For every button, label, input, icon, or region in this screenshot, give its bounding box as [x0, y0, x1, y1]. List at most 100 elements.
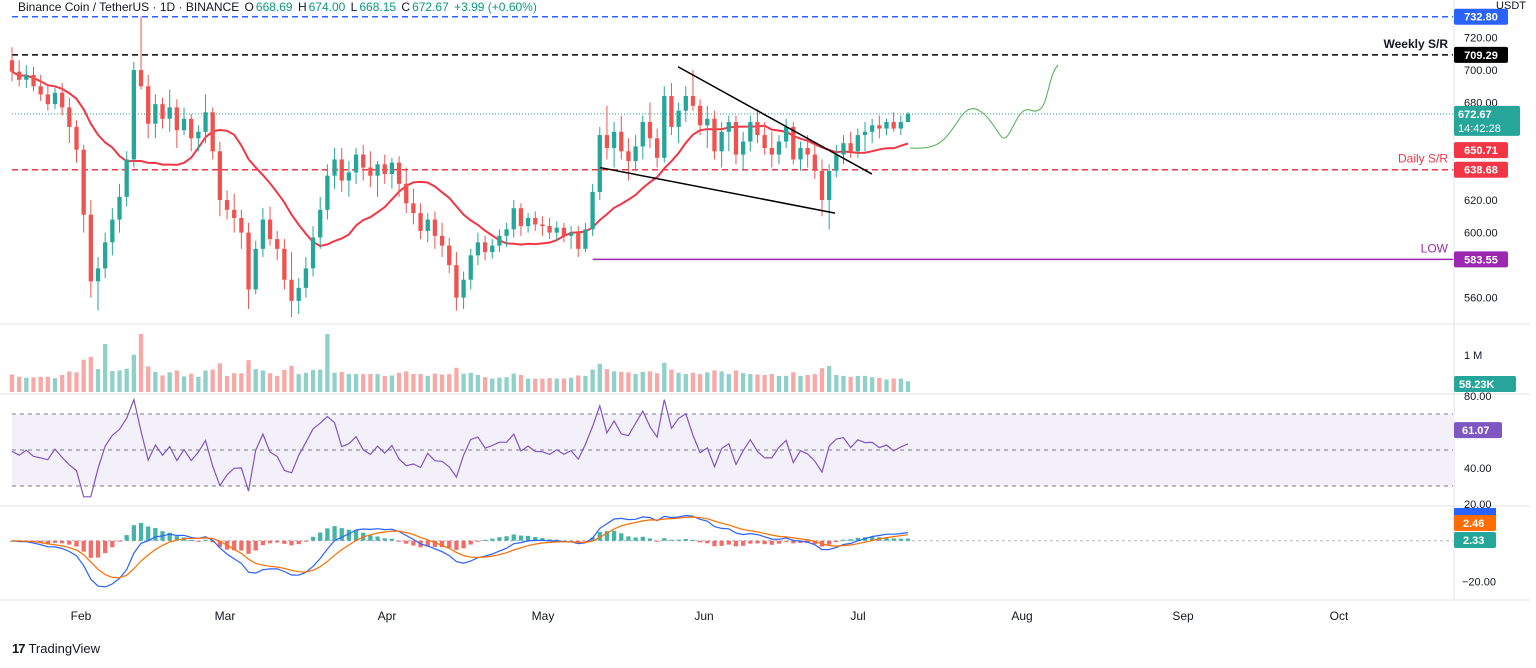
macd-top-marker	[1454, 508, 1496, 516]
macd-histogram-bar	[267, 540, 273, 544]
volume-bar	[877, 377, 882, 392]
volume-bar	[174, 370, 180, 392]
low-label: L	[350, 0, 358, 14]
time-axis-label: Apr	[378, 609, 397, 623]
volume-bar	[325, 334, 330, 392]
macd-histogram-bar	[389, 538, 395, 541]
ma-value-tag: 650.71	[1464, 145, 1498, 157]
macd-histogram-bar	[611, 530, 617, 541]
volume-bar	[762, 375, 767, 392]
low-label: LOW	[1421, 241, 1449, 255]
volume-bar	[855, 375, 860, 392]
candle-body	[511, 208, 516, 230]
volume-bar	[9, 374, 15, 392]
candle-body	[597, 135, 602, 192]
wedge-lower-trendline	[599, 166, 836, 214]
chart-header: Binance Coin / TetherUS · 1D · BINANCE O…	[18, 0, 539, 14]
candle-body	[633, 146, 638, 162]
candle-body	[31, 74, 36, 87]
volume-bar	[726, 374, 731, 392]
candle-body	[232, 209, 237, 218]
volume-bar	[425, 375, 430, 392]
volume-bar	[604, 369, 610, 392]
volume-bar	[411, 374, 416, 392]
macd-histogram-bar	[60, 540, 65, 544]
candle-body	[382, 164, 387, 175]
volume-bar	[554, 378, 559, 392]
macd-histogram-bar	[396, 540, 402, 542]
candle-body	[138, 70, 144, 87]
volume-bar	[905, 381, 911, 392]
time-axis-label: Mar	[215, 609, 236, 623]
volume-bar	[146, 366, 151, 392]
volume-bar	[690, 372, 696, 392]
volume-bar	[733, 370, 739, 392]
macd-histogram-bar	[110, 540, 115, 548]
volume-bar	[353, 374, 359, 392]
macd-histogram-bar	[525, 535, 531, 541]
rsi-tag-bg	[1454, 422, 1502, 439]
macd-histogram-bar	[733, 540, 739, 547]
macd-histogram-bar	[475, 540, 481, 542]
last-price-tag-bg	[1454, 105, 1520, 136]
volume-bar	[267, 373, 273, 392]
candle-body	[626, 151, 631, 162]
macd-histogram-bar	[167, 532, 172, 541]
daily-sr-label: Daily S/R	[1398, 152, 1448, 166]
candle-body	[346, 172, 352, 181]
candle-body	[253, 248, 258, 290]
macd-histogram-bar	[576, 540, 581, 543]
volume-bar	[611, 371, 617, 392]
macd-histogram-bar	[196, 540, 201, 542]
rsi-line	[11, 397, 909, 498]
macd-histogram-bar	[217, 540, 223, 548]
volume-bar	[189, 373, 194, 392]
volume-bar	[310, 370, 316, 392]
macd-histogram-bar	[640, 536, 645, 541]
candle-body	[153, 104, 158, 124]
candle-body	[217, 151, 223, 201]
weekly-sr-tag: 709.29	[1464, 50, 1498, 62]
macd-histogram-bar	[461, 540, 466, 549]
macd-histogram-bar	[870, 536, 875, 541]
volume-bar	[318, 369, 323, 392]
macd-histogram-bar	[375, 536, 380, 541]
candle-body	[533, 217, 538, 225]
macd-histogram-bar	[697, 540, 703, 543]
volume-bar	[131, 354, 137, 392]
volume-bar	[110, 370, 115, 392]
rsi-tag: 61.07	[1462, 425, 1490, 437]
candle-body	[375, 164, 380, 176]
candle-body	[447, 245, 452, 266]
candle-body	[296, 287, 301, 301]
candle-body	[74, 126, 79, 150]
macd-histogram-bar	[626, 536, 631, 541]
price-tick-label: 560.00	[1464, 293, 1498, 305]
candle-body	[189, 118, 194, 139]
candle-body	[654, 138, 660, 158]
macd-histogram-bar	[547, 539, 552, 541]
candle-body	[117, 196, 122, 220]
volume-bar	[167, 372, 172, 392]
candle-body	[590, 191, 595, 230]
macd-histogram-bar	[310, 536, 316, 541]
countdown-label: 14:42:28	[1458, 123, 1501, 135]
volume-bar	[138, 334, 144, 392]
candle-body	[267, 219, 273, 240]
rsi-tick-label: 80.00	[1464, 391, 1492, 403]
macd-histogram-bar	[282, 540, 287, 544]
price-tick-label: 600.00	[1464, 228, 1498, 240]
volume-bar	[432, 373, 438, 392]
volume-bar	[461, 373, 466, 392]
tradingview-brand[interactable]: 17 TradingView	[12, 641, 100, 656]
candle-body	[568, 232, 574, 236]
candle-body	[439, 235, 445, 246]
macd-histogram-bar	[841, 539, 846, 541]
candle-body	[110, 219, 115, 243]
volume-bar	[633, 374, 638, 392]
volume-bar	[482, 377, 488, 392]
symbol-label: Binance Coin / TetherUS · 1D · BINANCE	[18, 0, 240, 14]
volume-bar	[24, 377, 29, 392]
volume-bar	[282, 370, 287, 392]
macd-histogram-bar	[174, 536, 180, 541]
